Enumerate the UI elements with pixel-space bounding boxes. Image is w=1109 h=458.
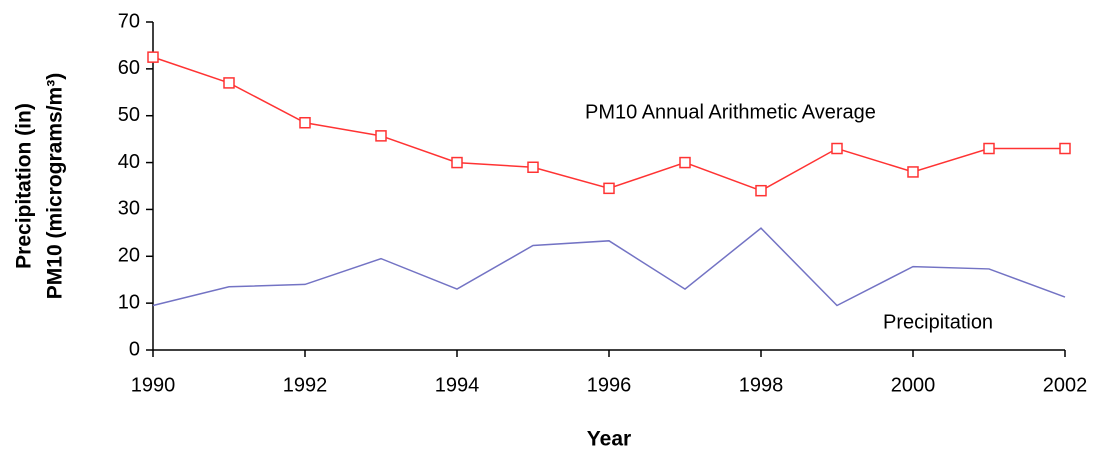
point-marker [755,184,767,197]
y-tick-label: 10 [118,291,140,313]
y-axis-label: PM10 (micrograms/m³) [44,73,67,299]
point-marker [527,161,539,174]
x-tick-label: 1992 [283,374,328,396]
point-marker [1059,142,1071,155]
y-tick-label: 0 [129,338,140,360]
point-marker [451,156,463,169]
series-line [152,56,1065,192]
point-marker [831,142,843,155]
y-axis-label: Precipitation (in) [13,103,36,269]
point-marker [679,156,691,169]
x-tick-label: 1996 [587,374,632,396]
series-line [152,227,1066,307]
y-tick-label: 50 [118,104,140,126]
y-tick-label: 70 [118,10,140,32]
x-tick-label: 1998 [739,374,784,396]
series-label: Precipitation [883,311,993,333]
series-label: PM10 Annual Arithmetic Average [585,101,876,123]
point-marker [375,130,387,142]
point-marker [603,182,615,195]
point-marker [983,142,995,155]
y-tick-label: 30 [118,198,140,220]
point-marker [147,51,159,63]
point-marker [907,166,919,178]
point-marker [223,77,235,89]
point-marker [299,116,311,129]
x-tick-label: 2002 [1043,374,1088,396]
y-tick-label: 20 [118,245,140,267]
x-tick-label: 1994 [435,374,480,396]
x-tick-label: 2000 [891,374,936,396]
y-tick-label: 40 [118,151,140,173]
x-axis-label: Year [587,428,631,451]
x-tick-label: 1990 [131,374,176,396]
y-tick-label: 60 [118,57,140,79]
